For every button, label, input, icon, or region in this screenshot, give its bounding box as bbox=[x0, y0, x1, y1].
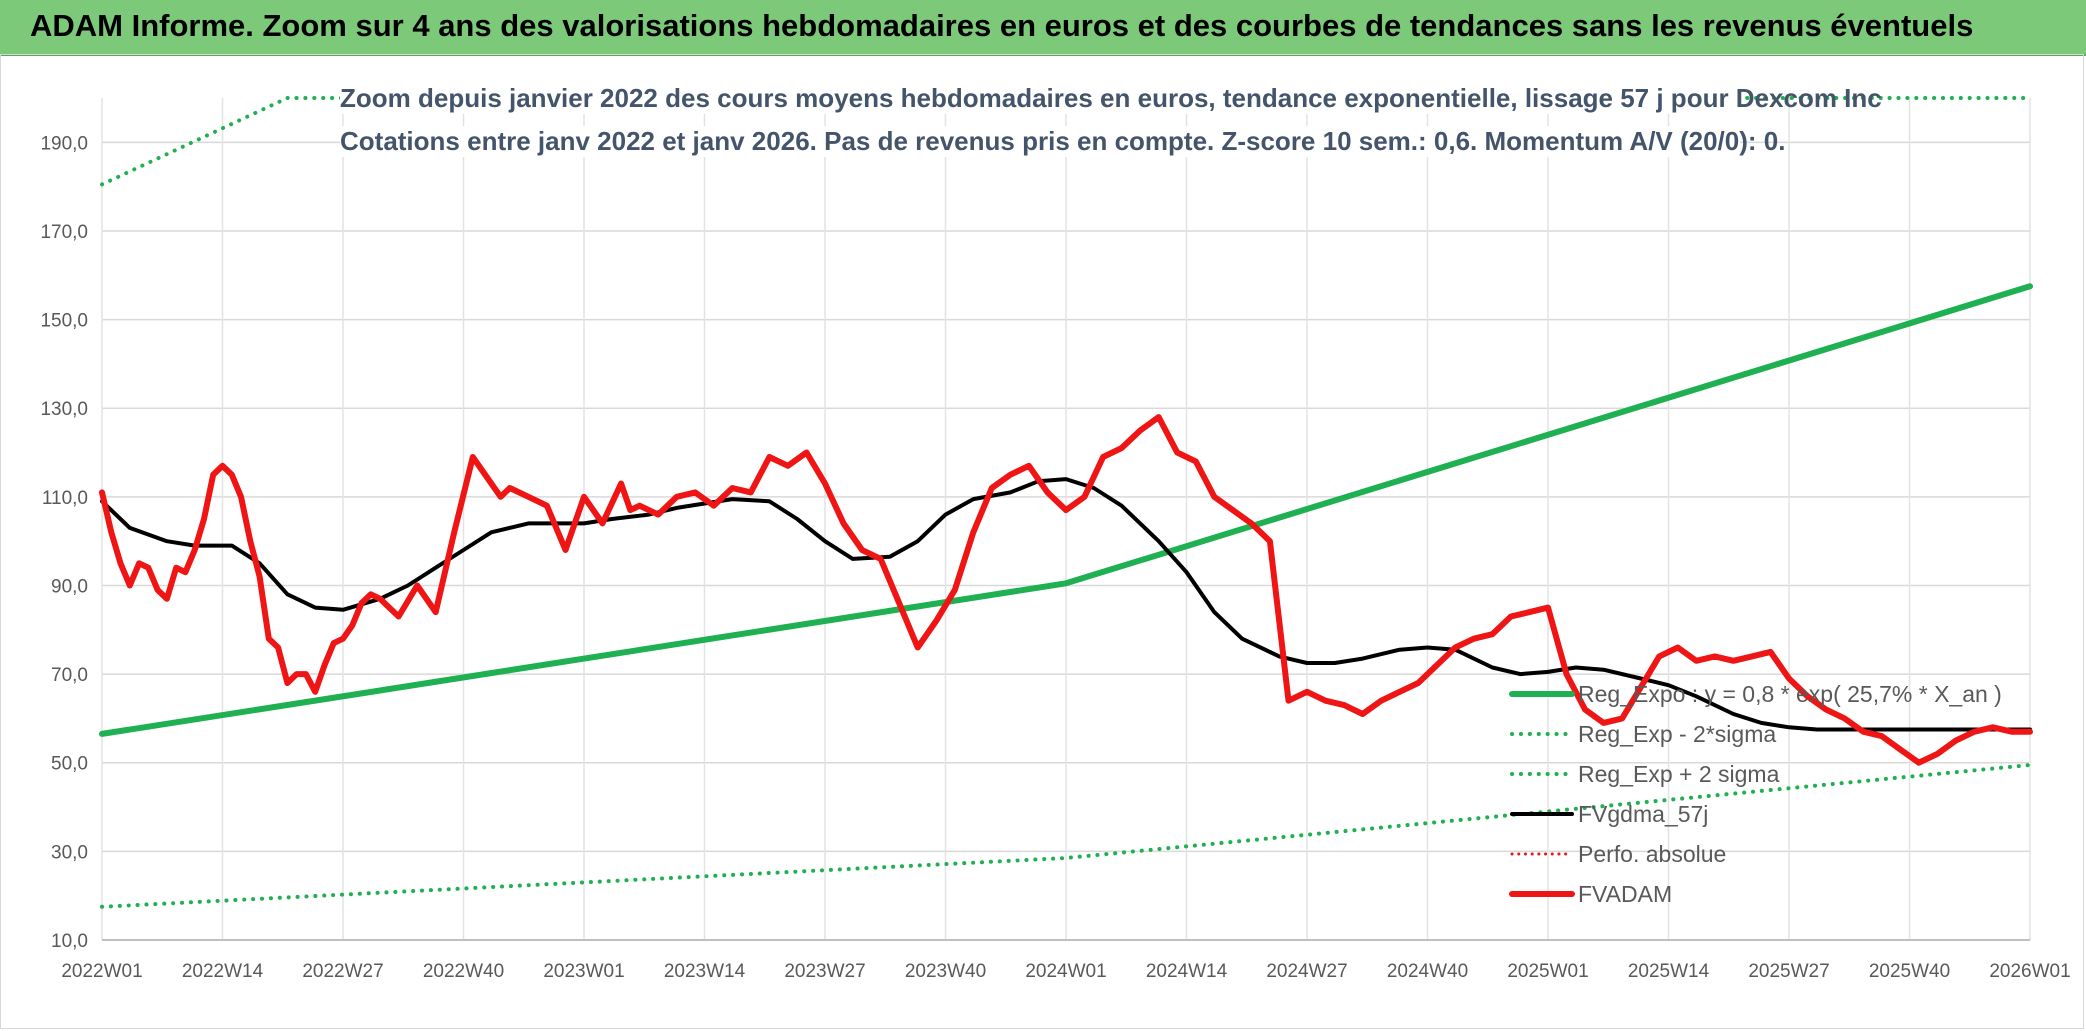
legend-label-2: Reg_Exp + 2 sigma bbox=[1578, 761, 1780, 787]
y-tick-label: 30,0 bbox=[51, 842, 88, 863]
chart-subtitle: Cotations entre janv 2022 et janv 2026. … bbox=[340, 126, 1786, 157]
series-line-2 bbox=[100, 96, 2032, 187]
x-tick-label: 2025W01 bbox=[1507, 961, 1588, 982]
report-title: ADAM Informe. Zoom sur 4 ans des valoris… bbox=[30, 8, 1974, 43]
x-tick-label: 2023W01 bbox=[543, 961, 624, 982]
chart-grid bbox=[101, 98, 2031, 941]
x-tick-label: 2025W40 bbox=[1869, 961, 1950, 982]
x-tick-label: 2023W14 bbox=[664, 961, 746, 982]
y-tick-label: 50,0 bbox=[51, 754, 88, 775]
y-tick-label: 150,0 bbox=[40, 311, 88, 332]
y-tick-label: 10,0 bbox=[51, 931, 88, 952]
legend-label-5: FVADAM bbox=[1578, 881, 1672, 907]
x-tick-label: 2023W27 bbox=[784, 961, 865, 982]
x-tick-label: 2023W40 bbox=[905, 961, 986, 982]
x-tick-label: 2025W27 bbox=[1748, 961, 1829, 982]
y-tick-label: 130,0 bbox=[40, 399, 88, 420]
x-tick-label: 2022W01 bbox=[61, 961, 142, 982]
y-tick-label: 110,0 bbox=[42, 488, 88, 509]
y-tick-label: 90,0 bbox=[51, 576, 88, 597]
x-tick-label: 2025W14 bbox=[1628, 961, 1710, 982]
chart-frame bbox=[0, 54, 2084, 1029]
x-tick-label: 2024W01 bbox=[1025, 961, 1106, 982]
x-tick-label: 2022W14 bbox=[182, 961, 264, 982]
report-banner: ADAM Informe. Zoom sur 4 ans des valoris… bbox=[0, 0, 2086, 56]
x-tick-label: 2024W27 bbox=[1266, 961, 1347, 982]
series-line-5 bbox=[99, 414, 2033, 766]
chart-legend: Reg_Expo : y = 0,8 * exp( 25,7% * X_an )… bbox=[1509, 681, 2002, 907]
y-tick-label: 170,0 bbox=[40, 222, 88, 243]
series-line-1 bbox=[100, 763, 2032, 909]
y-axis-ticks: 10,0 30,0 50,0 70,0 90,0 110,0 130,0 150,0 170,0… bbox=[40, 133, 88, 952]
x-tick-label: 2024W40 bbox=[1387, 961, 1468, 982]
x-tick-label: 2024W14 bbox=[1146, 961, 1228, 982]
legend-label-0: Reg_Expo : y = 0,8 * exp( 25,7% * X_an ) bbox=[1578, 681, 2002, 707]
y-tick-label: 190,0 bbox=[40, 133, 88, 154]
x-tick-label: 2026W01 bbox=[1989, 961, 2070, 982]
series-line-3 bbox=[100, 477, 2032, 732]
x-axis-ticks: 2022W01 2022W14 2022W27 2022W40 2023W01 2023W… bbox=[61, 961, 2070, 982]
legend-label-1: Reg_Exp - 2*sigma bbox=[1578, 721, 1776, 747]
y-tick-label: 70,0 bbox=[51, 665, 88, 686]
x-tick-label: 2022W40 bbox=[423, 961, 504, 982]
chart-series bbox=[99, 96, 2033, 909]
series-line-0 bbox=[99, 283, 2033, 737]
chart-title: Zoom depuis janvier 2022 des cours moyen… bbox=[340, 83, 1882, 114]
legend-label-3: FVgdma_57j bbox=[1578, 801, 1708, 827]
legend-label-4: Perfo. absolue bbox=[1578, 841, 1726, 867]
x-tick-label: 2022W27 bbox=[302, 961, 383, 982]
